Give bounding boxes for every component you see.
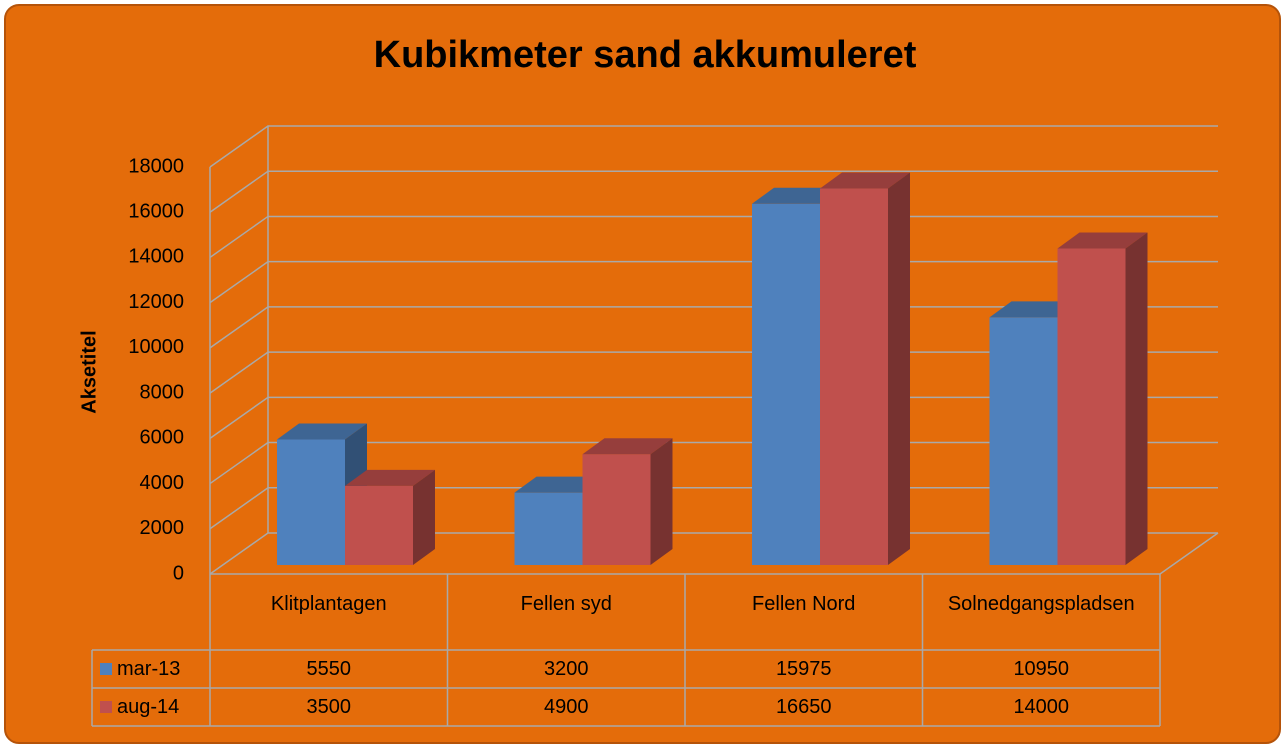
bar-side <box>1125 232 1148 565</box>
y-tick-label: 16000 <box>128 201 184 223</box>
table-value: 10950 <box>1013 658 1070 680</box>
y-tick-label: 12000 <box>128 291 184 313</box>
table-value: 5550 <box>306 658 352 680</box>
bar-front <box>1057 248 1126 565</box>
grid-line <box>209 125 1218 168</box>
table-category-label: Solnedgangspladsen <box>947 593 1135 615</box>
legend-key <box>100 663 112 675</box>
y-tick-label: 10000 <box>128 336 184 358</box>
bar-side <box>650 438 673 565</box>
bar-top <box>514 476 605 493</box>
bar-top <box>820 172 910 189</box>
table-category-label: Klitplantagen <box>270 593 387 615</box>
table-value: 15975 <box>775 658 832 680</box>
bar-front <box>820 188 888 565</box>
bar-top <box>989 301 1080 318</box>
bar-top <box>345 469 435 486</box>
y-tick-label: 18000 <box>128 155 184 177</box>
bar-front <box>345 485 413 565</box>
legend-key <box>100 701 112 713</box>
y-tick-label: 8000 <box>140 381 185 403</box>
chart-title: Kubikmeter sand akkumuleret <box>374 34 917 76</box>
bar-side <box>413 469 435 565</box>
y-tick-label: 2000 <box>140 517 185 539</box>
y-tick-label: 0 <box>173 562 184 584</box>
bar-front <box>514 492 583 565</box>
y-tick-label: 6000 <box>140 427 185 449</box>
y-tick-label: 4000 <box>140 472 185 494</box>
bar-top <box>582 438 673 455</box>
bar-top <box>752 187 842 204</box>
bar-front <box>277 439 345 565</box>
bar-front <box>582 454 651 565</box>
table-value: 3200 <box>544 658 589 680</box>
bar-top <box>277 423 367 440</box>
bar-front <box>989 317 1058 565</box>
y-tick-label: 14000 <box>128 246 184 268</box>
bar-front <box>752 203 820 565</box>
legend-label: aug-14 <box>117 696 180 718</box>
bar-top <box>1057 232 1148 249</box>
y-axis-title: Aksetitel <box>78 330 100 413</box>
legend-label: mar-13 <box>117 658 181 680</box>
grid-line <box>209 170 1218 213</box>
legend-item: aug-14 <box>92 688 210 726</box>
table-value: 4900 <box>544 696 589 718</box>
legend-item: mar-13 <box>92 650 210 688</box>
table-category-label: Fellen syd <box>520 593 612 615</box>
bar-side <box>888 172 910 565</box>
table-category-label: Fellen Nord <box>752 593 856 615</box>
table-value: 14000 <box>1013 696 1070 718</box>
table-value: 3500 <box>306 696 352 718</box>
table-value: 16650 <box>775 696 832 718</box>
